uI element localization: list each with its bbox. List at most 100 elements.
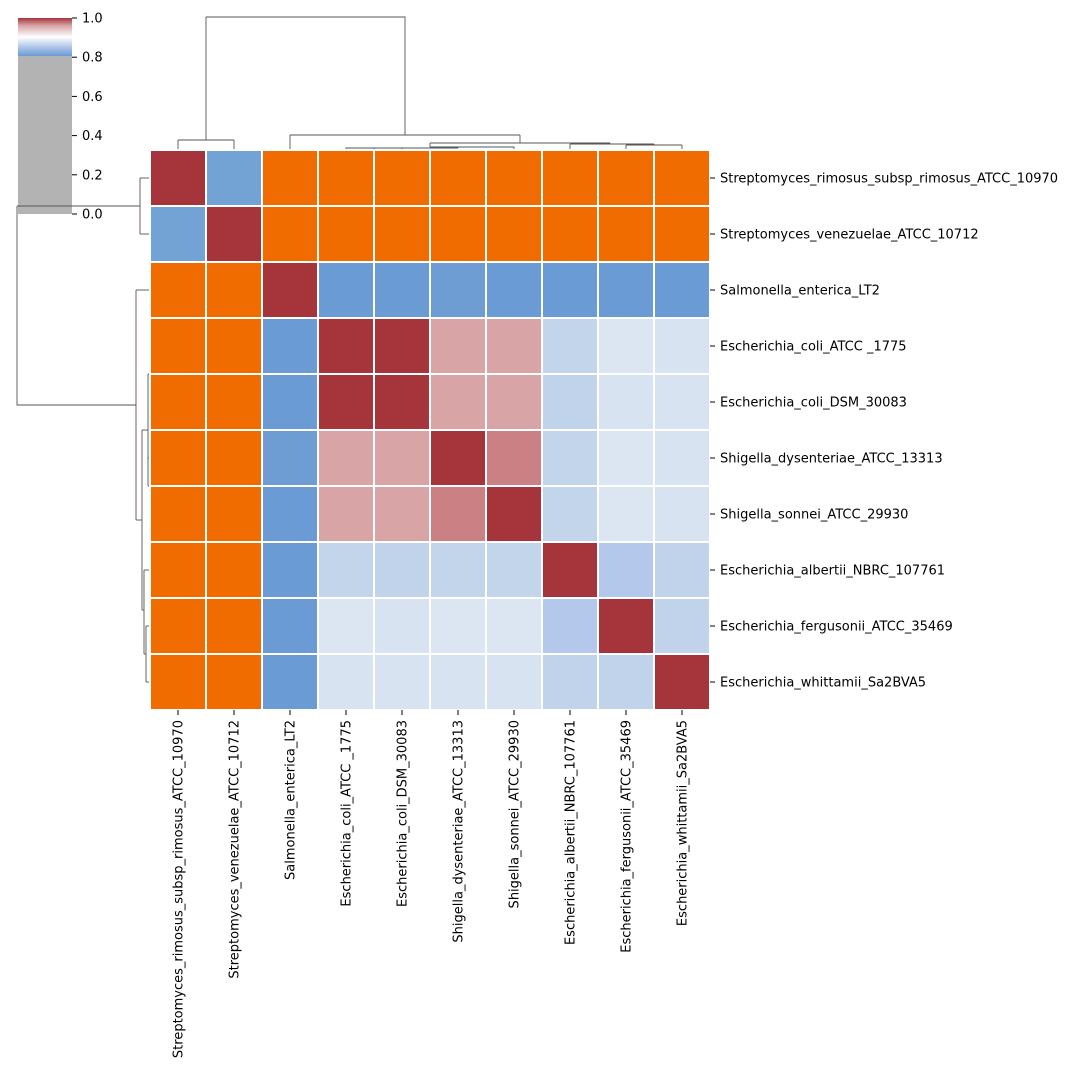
heatmap-cell (149, 485, 207, 543)
heatmap-cell (205, 205, 263, 263)
row-dendrogram (16, 177, 150, 683)
heatmap-cell (485, 485, 543, 543)
heatmap-cell (205, 541, 263, 599)
heatmap-cell (317, 653, 375, 711)
heatmap-cell (149, 373, 207, 431)
heatmap-cell (317, 597, 375, 655)
heatmap-cell (485, 317, 543, 375)
heatmap-cell (653, 205, 711, 263)
colorbar-tick-label: 1.0 (82, 12, 103, 27)
column-labels: Streptomyces_rimosus_subsp_rimosus_ATCC_… (172, 710, 691, 1058)
heatmap-cell (653, 653, 711, 711)
row-label: Escherichia_albertii_NBRC_107761 (720, 564, 945, 579)
heatmap-cell (429, 149, 487, 207)
heatmap-cell (653, 149, 711, 207)
heatmap-cell (261, 261, 319, 319)
heatmap-cell (373, 597, 431, 655)
colorbar-tick-label: 0.2 (82, 168, 103, 183)
heatmap-cell (653, 485, 711, 543)
heatmap-cell (261, 653, 319, 711)
heatmap-cell (597, 597, 655, 655)
heatmap-cell (373, 485, 431, 543)
colorbar-gradient (18, 18, 72, 56)
colorbar-tick-label: 0.6 (82, 90, 103, 105)
column-dendrogram (177, 16, 683, 150)
heatmap-cell (541, 373, 599, 431)
column-label: Escherichia_coli_ATCC _1775 (340, 720, 355, 907)
heatmap-cell (317, 317, 375, 375)
heatmap-cell (205, 653, 263, 711)
heatmap-cells (149, 149, 711, 711)
heatmap-cell (541, 485, 599, 543)
heatmap-cell (205, 373, 263, 431)
heatmap-cell (261, 597, 319, 655)
heatmap-cell (373, 541, 431, 599)
heatmap-cell (429, 485, 487, 543)
heatmap-cell (373, 149, 431, 207)
heatmap-cell (597, 373, 655, 431)
colorbar: 1.0 0.8 0.6 0.4 0.2 0.0 (18, 12, 103, 223)
heatmap-cell (597, 429, 655, 487)
heatmap-cell (317, 541, 375, 599)
heatmap-cell (149, 317, 207, 375)
heatmap-cell (149, 597, 207, 655)
heatmap-cell (261, 205, 319, 263)
heatmap-cell (485, 597, 543, 655)
row-label: Streptomyces_rimosus_subsp_rimosus_ATCC_… (720, 172, 1058, 187)
heatmap-cell (205, 261, 263, 319)
heatmap-cell (205, 597, 263, 655)
heatmap-cell (429, 597, 487, 655)
heatmap-cell (653, 317, 711, 375)
heatmap-cell (261, 485, 319, 543)
heatmap-cell (205, 317, 263, 375)
row-label: Escherichia_whittamii_Sa2BVA5 (720, 676, 926, 691)
heatmap-cell (485, 653, 543, 711)
heatmap-cell (261, 541, 319, 599)
heatmap-cell (149, 261, 207, 319)
heatmap-cell (485, 261, 543, 319)
heatmap-cell (261, 429, 319, 487)
heatmap-cell (597, 261, 655, 319)
heatmap-cell (317, 429, 375, 487)
heatmap-cell (373, 373, 431, 431)
heatmap-cell (485, 429, 543, 487)
heatmap-cell (317, 205, 375, 263)
heatmap-cell (317, 261, 375, 319)
heatmap-cell (653, 261, 711, 319)
heatmap-cell (597, 205, 655, 263)
column-label: Shigella_sonnei_ATCC_29930 (508, 720, 523, 908)
heatmap-cell (597, 653, 655, 711)
heatmap-cell (317, 149, 375, 207)
heatmap-cell (373, 205, 431, 263)
row-label: Escherichia_coli_ATCC _1775 (720, 340, 907, 355)
column-label: Escherichia_whittamii_Sa2BVA5 (676, 720, 691, 926)
heatmap-cell (485, 205, 543, 263)
colorbar-tick-label: 0.4 (82, 129, 103, 144)
heatmap-cell (373, 429, 431, 487)
heatmap-cell (541, 317, 599, 375)
heatmap-cell (317, 373, 375, 431)
heatmap-cell (429, 317, 487, 375)
heatmap-cell (653, 373, 711, 431)
row-label: Escherichia_coli_DSM_30083 (720, 396, 907, 411)
row-label: Escherichia_fergusonii_ATCC_35469 (720, 620, 953, 635)
heatmap-cell (149, 541, 207, 599)
row-label: Salmonella_enterica_LT2 (720, 284, 880, 299)
heatmap-cell (317, 485, 375, 543)
colorbar-tick-label: 0.0 (82, 208, 103, 223)
column-label: Escherichia_fergusonii_ATCC_35469 (620, 720, 635, 953)
heatmap-cell (429, 373, 487, 431)
colorbar-gray-band (18, 56, 72, 214)
heatmap-cell (205, 429, 263, 487)
row-label: Streptomyces_venezuelae_ATCC_10712 (720, 228, 979, 243)
heatmap-cell (149, 653, 207, 711)
heatmap-cell (261, 149, 319, 207)
heatmap-cell (429, 261, 487, 319)
heatmap-cell (541, 261, 599, 319)
heatmap-cell (597, 485, 655, 543)
heatmap-cell (485, 149, 543, 207)
heatmap-cell (541, 597, 599, 655)
column-label: Escherichia_albertii_NBRC_107761 (564, 720, 579, 945)
column-label: Shigella_dysenteriae_ATCC_13313 (452, 720, 467, 943)
